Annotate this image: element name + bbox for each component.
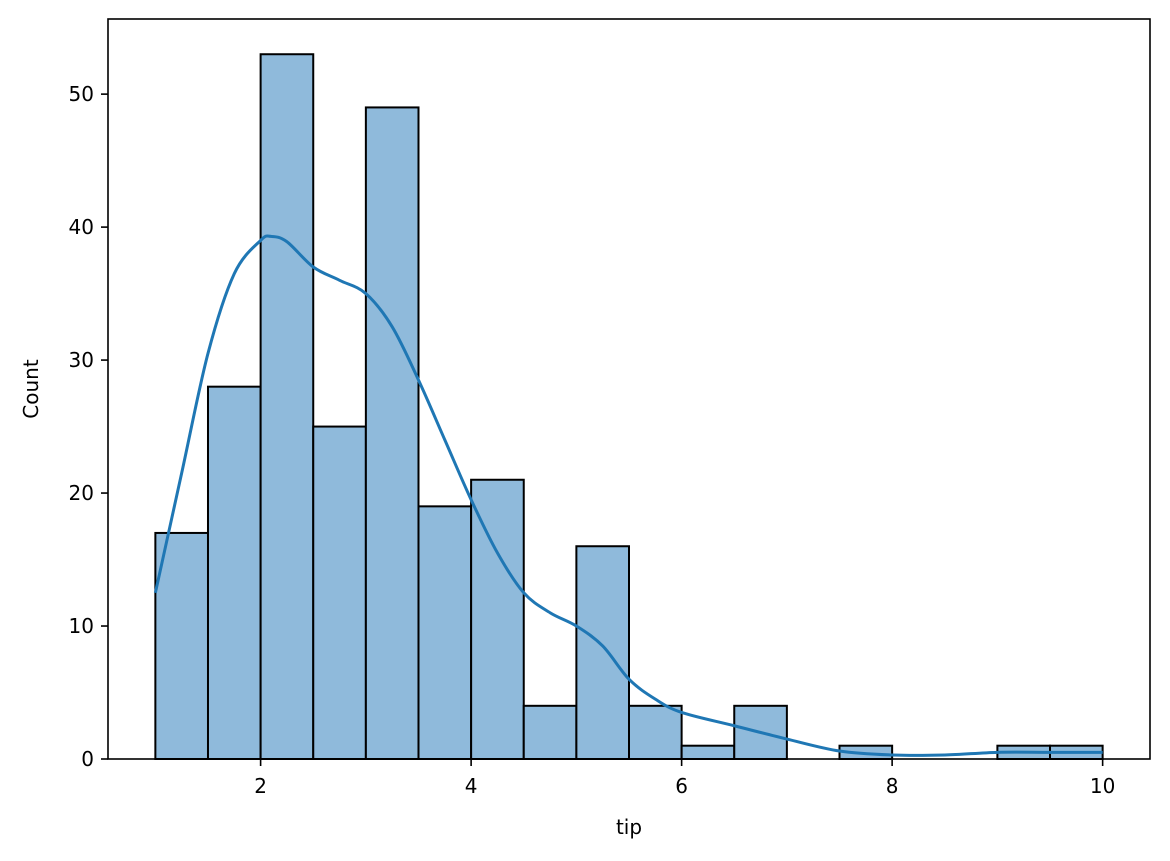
histogram-bar-6 xyxy=(470,478,525,760)
histogram-bar-3 xyxy=(312,425,367,760)
y-axis-ticks: 0 10 20 30 40 50 xyxy=(69,82,108,771)
histogram-bar-1 xyxy=(206,385,262,760)
y-tick-label: 50 xyxy=(69,82,94,106)
histogram-bar-9 xyxy=(628,704,683,761)
y-tick-label: 0 xyxy=(81,747,94,771)
y-tick-label: 20 xyxy=(69,481,94,505)
kde-line xyxy=(153,234,1103,757)
y-tick-label: 10 xyxy=(69,614,94,638)
x-tick-label: 10 xyxy=(1090,774,1115,798)
histogram-bar-4 xyxy=(364,106,420,760)
histogram-bar-8 xyxy=(575,545,630,761)
y-tick-label: 30 xyxy=(69,348,94,372)
histogram-bar-0 xyxy=(154,531,209,760)
x-axis-label: tip xyxy=(616,815,642,839)
bars-layer xyxy=(154,53,1104,761)
x-tick-label: 6 xyxy=(675,774,688,798)
x-tick-label: 4 xyxy=(465,774,478,798)
plot-frame xyxy=(107,18,1151,760)
y-axis-label: Count xyxy=(19,359,43,419)
histogram-bar-10 xyxy=(680,744,736,760)
histogram-bar-2 xyxy=(259,53,315,760)
x-tick-label: 8 xyxy=(886,774,899,798)
x-tick-label: 2 xyxy=(254,774,267,798)
y-tick-label: 40 xyxy=(69,215,94,239)
x-axis-ticks: 2 4 6 8 10 xyxy=(254,759,1115,798)
histogram-bar-7 xyxy=(522,704,578,761)
histogram-bar-5 xyxy=(417,505,473,761)
